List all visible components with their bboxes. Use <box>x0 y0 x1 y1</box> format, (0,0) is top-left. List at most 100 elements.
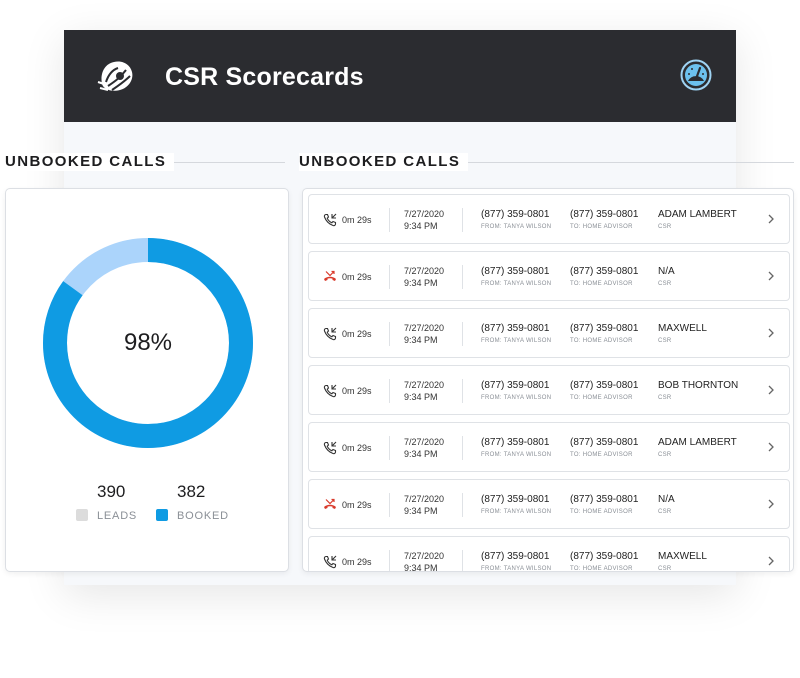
chevron-right-icon[interactable] <box>767 214 775 224</box>
to-label: TO: HOME ADVISOR <box>570 224 633 230</box>
to-label: TO: HOME ADVISOR <box>570 338 633 344</box>
to-label: TO: HOME ADVISOR <box>570 281 633 287</box>
csr-label: CSR <box>658 281 672 287</box>
row-divider <box>462 550 463 571</box>
row-divider <box>462 379 463 403</box>
chevron-right-icon[interactable] <box>767 442 775 452</box>
phone-incoming-icon <box>323 555 337 569</box>
section-rule-left <box>168 162 285 163</box>
chevron-right-icon[interactable] <box>767 556 775 566</box>
leads-swatch <box>76 509 88 521</box>
csr-name: MAXWELL <box>658 323 707 334</box>
call-duration: 0m 29s <box>342 329 372 339</box>
to-label: TO: HOME ADVISOR <box>570 566 633 572</box>
csr-name: ADAM LAMBERT <box>658 209 737 220</box>
from-label: FROM: TANYA WILSON <box>481 395 552 401</box>
row-divider <box>389 550 390 571</box>
csr-name: MAXWELL <box>658 551 707 562</box>
booked-legend: BOOKED <box>156 509 246 523</box>
call-row-5[interactable]: 0m 29s 7/27/2020 9:34 PM (877) 359-0801 F… <box>308 422 790 472</box>
from-phone: (877) 359-0801 <box>481 323 550 334</box>
to-phone: (877) 359-0801 <box>570 323 639 334</box>
call-duration: 0m 29s <box>342 386 372 396</box>
to-phone: (877) 359-0801 <box>570 551 639 562</box>
section-rule-right <box>466 162 794 163</box>
csr-label: CSR <box>658 452 672 458</box>
chevron-right-icon[interactable] <box>767 385 775 395</box>
leads-count: 390 <box>97 482 126 501</box>
chevron-right-icon[interactable] <box>767 271 775 281</box>
row-divider <box>462 436 463 460</box>
row-divider <box>389 208 390 232</box>
booked-stat: 382 BOOKED <box>156 482 246 523</box>
csr-label: CSR <box>658 509 672 515</box>
call-date: 7/27/2020 9:34 PM <box>404 266 445 288</box>
from-label: FROM: TANYA WILSON <box>481 224 552 230</box>
row-divider <box>462 493 463 517</box>
row-divider <box>389 265 390 289</box>
call-duration: 0m 29s <box>342 443 372 453</box>
to-label: TO: HOME ADVISOR <box>570 395 633 401</box>
from-phone: (877) 359-0801 <box>481 437 550 448</box>
from-label: FROM: TANYA WILSON <box>481 281 552 287</box>
phone-incoming-icon <box>323 327 337 341</box>
call-row-2[interactable]: 0m 29s 7/27/2020 9:34 PM (877) 359-0801 F… <box>308 251 790 301</box>
call-date: 7/27/2020 9:34 PM <box>404 209 445 231</box>
from-phone: (877) 359-0801 <box>481 494 550 505</box>
row-divider <box>462 265 463 289</box>
calls-card: 0m 29s 7/27/2020 9:34 PM (877) 359-0801 F… <box>302 188 794 572</box>
leads-legend: LEADS <box>76 509 166 523</box>
row-divider <box>389 379 390 403</box>
to-phone: (877) 359-0801 <box>570 209 639 220</box>
call-row-3[interactable]: 0m 29s 7/27/2020 9:34 PM (877) 359-0801 F… <box>308 308 790 358</box>
call-date: 7/27/2020 9:34 PM <box>404 437 445 459</box>
donut-section-title: UNBOOKED CALLS <box>5 153 175 171</box>
call-row-1[interactable]: 0m 29s 7/27/2020 9:34 PM (877) 359-0801 F… <box>308 194 790 244</box>
booked-swatch <box>156 509 168 521</box>
lion-logo-icon[interactable] <box>94 54 138 98</box>
from-phone: (877) 359-0801 <box>481 551 550 562</box>
from-phone: (877) 359-0801 <box>481 266 550 277</box>
to-label: TO: HOME ADVISOR <box>570 509 633 515</box>
phone-missed-icon <box>323 498 337 512</box>
call-date: 7/27/2020 9:34 PM <box>404 494 445 516</box>
donut-booked-arc <box>43 238 253 448</box>
csr-name: ADAM LAMBERT <box>658 437 737 448</box>
call-duration: 0m 29s <box>342 215 372 225</box>
to-phone: (877) 359-0801 <box>570 380 639 391</box>
booked-label: BOOKED <box>177 510 229 522</box>
to-phone: (877) 359-0801 <box>570 266 639 277</box>
to-phone: (877) 359-0801 <box>570 494 639 505</box>
csr-name: N/A <box>658 266 675 277</box>
csr-label: CSR <box>658 338 672 344</box>
chevron-right-icon[interactable] <box>767 499 775 509</box>
csr-label: CSR <box>658 395 672 401</box>
to-label: TO: HOME ADVISOR <box>570 452 633 458</box>
row-divider <box>462 208 463 232</box>
call-row-6[interactable]: 0m 29s 7/27/2020 9:34 PM (877) 359-0801 F… <box>308 479 790 529</box>
donut-card: 98% 390 LEADS 382 BOOKED <box>5 188 289 572</box>
csr-label: CSR <box>658 566 672 572</box>
call-duration: 0m 29s <box>342 557 372 567</box>
leads-stat: 390 LEADS <box>76 482 166 523</box>
csr-label: CSR <box>658 224 672 230</box>
call-date: 7/27/2020 9:34 PM <box>404 323 445 345</box>
row-divider <box>389 436 390 460</box>
row-divider <box>462 322 463 346</box>
call-row-7[interactable]: 0m 29s 7/27/2020 9:34 PM (877) 359-0801 F… <box>308 536 790 572</box>
chevron-right-icon[interactable] <box>767 328 775 338</box>
call-duration: 0m 29s <box>342 272 372 282</box>
call-duration: 0m 29s <box>342 500 372 510</box>
from-label: FROM: TANYA WILSON <box>481 452 552 458</box>
phone-incoming-icon <box>323 384 337 398</box>
booked-donut-chart <box>43 238 253 448</box>
call-row-4[interactable]: 0m 29s 7/27/2020 9:34 PM (877) 359-0801 F… <box>308 365 790 415</box>
calls-section-title: UNBOOKED CALLS <box>299 153 469 171</box>
from-label: FROM: TANYA WILSON <box>481 509 552 515</box>
row-divider <box>389 322 390 346</box>
app-header: CSR Scorecards <box>64 30 736 122</box>
from-label: FROM: TANYA WILSON <box>481 338 552 344</box>
to-phone: (877) 359-0801 <box>570 437 639 448</box>
speedometer-icon[interactable] <box>680 59 712 91</box>
booked-count: 382 <box>177 482 206 501</box>
